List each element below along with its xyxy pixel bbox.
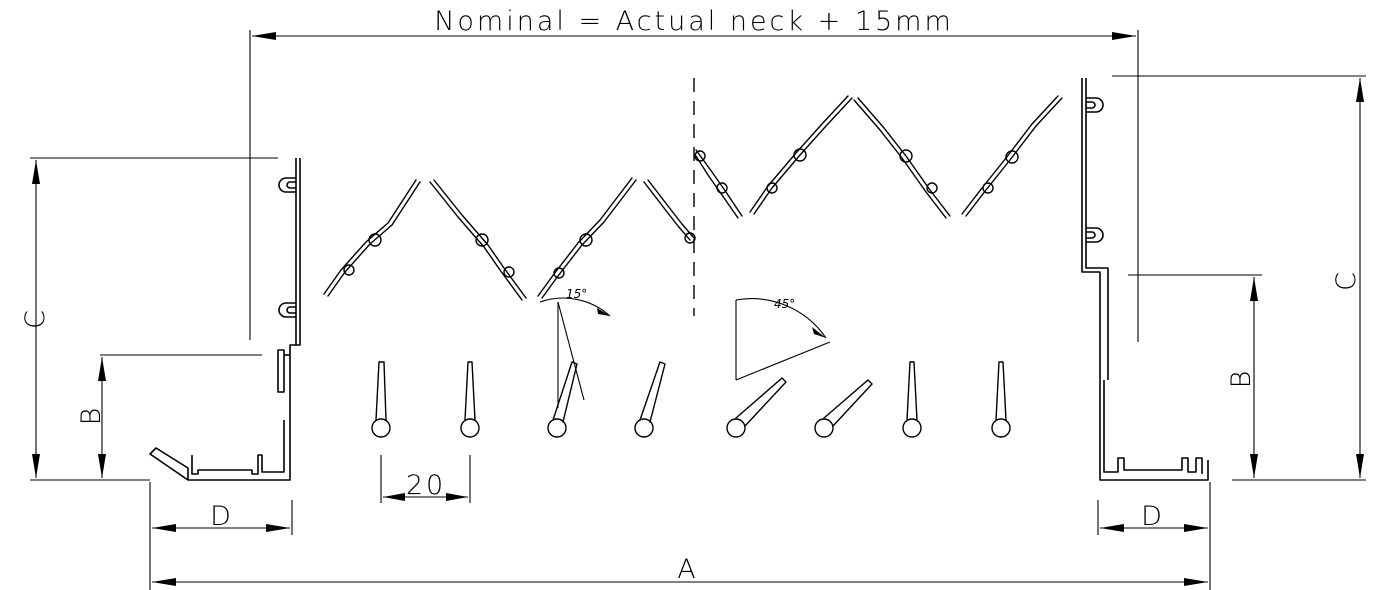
pitch-label: 20 — [406, 470, 446, 501]
left-frame-profile — [149, 158, 301, 481]
left-dimensions: C B D — [20, 157, 293, 590]
right-frame-profile — [1081, 78, 1209, 481]
angle-indicators: 15° 45° — [539, 287, 831, 408]
dimension-d-left: D — [210, 501, 234, 532]
dimension-c-right: C — [1331, 269, 1362, 291]
nominal-dimension: Nominal = Actual neck + 15mm — [249, 6, 1139, 340]
blade-profiles — [323, 78, 1063, 316]
dimension-b-left: B — [76, 405, 107, 426]
pitch-dimension: 20 — [380, 455, 471, 503]
dimension-a: A — [677, 554, 698, 585]
blade-sections — [371, 361, 1011, 438]
nominal-label: Nominal = Actual neck + 15mm — [434, 6, 954, 37]
angle-45-label: 45° — [774, 297, 795, 311]
right-dimensions: C B D — [1097, 68, 1366, 590]
dimension-d-right: D — [1141, 501, 1165, 532]
overall-dimension-a: A — [152, 554, 1208, 586]
dimension-c-left: C — [20, 307, 51, 329]
angle-15-label: 15° — [566, 287, 587, 301]
dimension-b-right: B — [1226, 368, 1257, 389]
